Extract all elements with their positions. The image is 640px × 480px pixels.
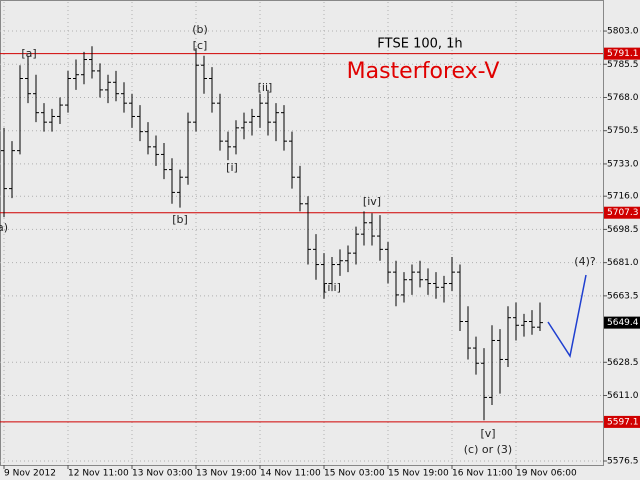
level-label: 5791.1: [607, 49, 639, 59]
annotation: [i]: [226, 161, 238, 174]
x-tick-label: 14 Nov 11:00: [260, 469, 321, 479]
annotation: [v]: [480, 427, 495, 440]
y-tick-label: 5785.5: [607, 60, 639, 70]
annotation: [b]: [172, 213, 188, 226]
annotation: (4)?: [574, 255, 596, 268]
y-tick-label: 5576.5: [607, 457, 639, 467]
level-label: 5707.3: [607, 208, 639, 218]
levels: [0, 53, 603, 423]
x-tick-label: 13 Nov 19:00: [196, 469, 257, 479]
y-tick-label: 5698.5: [607, 225, 639, 235]
y-tick-label: 5733.0: [607, 159, 639, 169]
x-tick-label: 16 Nov 11:00: [452, 469, 513, 479]
annotation: [ii]: [258, 81, 273, 94]
annotation: (c) or (3): [464, 443, 512, 456]
annotation: [a]: [21, 47, 36, 60]
plot-frame: [0, 0, 604, 466]
chart-title: FTSE 100, 1h: [377, 37, 462, 52]
y-tick-label: 5663.5: [607, 291, 639, 301]
chart-subtitle: Masterforex-V: [347, 59, 500, 84]
level-label: 5597.1: [607, 417, 639, 427]
level-label-box: [604, 206, 640, 219]
x-tick-label: 15 Nov 03:00: [324, 469, 385, 479]
price-label: 5649.4: [607, 318, 639, 328]
y-tick-label: 5681.0: [607, 258, 639, 268]
price-label-box: [604, 316, 640, 329]
y-tick-label: 5611.0: [607, 391, 639, 401]
level-label-box: [604, 47, 640, 60]
annotation: (b): [192, 23, 208, 36]
x-tick-label: 15 Nov 19:00: [388, 469, 449, 479]
x-tick-label: 13 Nov 03:00: [132, 469, 193, 479]
y-tick-label: 5716.0: [607, 192, 639, 202]
bars: [1, 46, 543, 421]
x-tick-label: 19 Nov 06:00: [516, 469, 577, 479]
annotation: [c]: [193, 39, 208, 52]
annotation: [iii]: [323, 281, 341, 294]
level-label-box: [604, 415, 640, 428]
annotation: a): [0, 221, 8, 234]
x-tick-label: 9 Nov 2012: [4, 469, 56, 479]
y-tick-label: 5803.0: [607, 27, 639, 37]
annotation: [iv]: [363, 195, 381, 208]
y-tick-label: 5628.5: [607, 358, 639, 368]
y-tick-label: 5768.0: [607, 93, 639, 103]
x-tick-label: 12 Nov 11:00: [68, 469, 129, 479]
y-tick-label: 5750.5: [607, 126, 639, 136]
forecast-line: [547, 274, 587, 358]
